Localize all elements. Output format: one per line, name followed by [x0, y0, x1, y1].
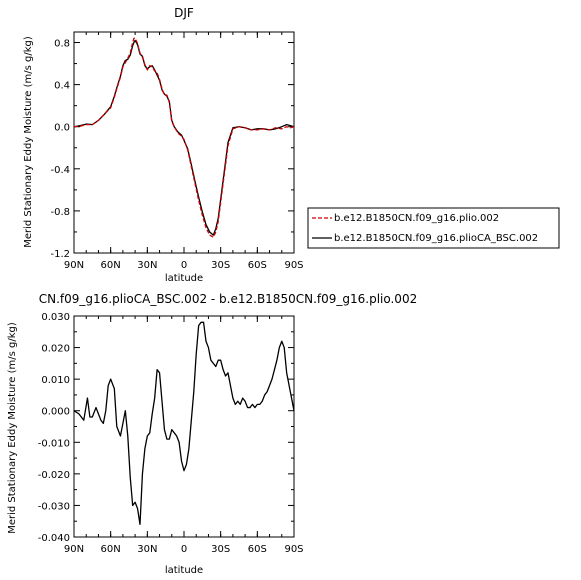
- top-chart-ticks: 90N 60N 30N 0 30S 60S 90S 0.8 0.4 0.0 -0.4 -0.8 -1.2: [50, 32, 304, 271]
- bottom-y-axis-label: Merid Stationary Eddy Moisture (m/s g/kg…: [7, 322, 18, 534]
- x-tick-label: 30N: [137, 544, 157, 555]
- top-plot-frame: [73, 31, 295, 254]
- legend: b.e12.B1850CN.f09_g16.plio.002 b.e12.B18…: [307, 207, 560, 249]
- y-tick-label: -0.040: [38, 533, 70, 544]
- bottom-x-axis-label: latitude: [165, 565, 203, 576]
- y-tick-label: -0.4: [50, 165, 70, 176]
- y-tick-label: 0.020: [41, 344, 70, 355]
- y-tick-label: -0.020: [38, 470, 70, 481]
- y-tick-label: -1.2: [50, 249, 70, 260]
- x-tick-label: 90N: [64, 260, 84, 271]
- x-tick-label: 30S: [211, 544, 230, 555]
- series-line-0-0: [73, 37, 295, 238]
- x-tick-label: 30S: [211, 260, 230, 271]
- bottom-chart-ticks: 90N 60N 30N 0 30S 60S 90S 0.030 0.020 0.010 0.000 -…: [38, 312, 304, 555]
- y-tick-label: 0.0: [54, 123, 70, 134]
- y-tick-label: 0.000: [41, 407, 70, 418]
- bottom-chart: CN.f09_g16.plioCA_BSC.002 - b.e12.B1850C…: [7, 292, 417, 576]
- x-tick-label: 90S: [284, 260, 303, 271]
- y-tick-label: -0.010: [38, 438, 70, 449]
- x-tick-label: 0: [181, 544, 187, 555]
- x-tick-label: 60N: [101, 544, 121, 555]
- x-tick-label: 60S: [248, 544, 267, 555]
- x-tick-label: 90S: [284, 544, 303, 555]
- y-tick-label: 0.8: [54, 39, 70, 50]
- series-line-1-0: [73, 321, 295, 526]
- x-tick-label: 0: [181, 260, 187, 271]
- top-chart-series: [73, 37, 295, 238]
- top-y-axis-label: Merid Stationary Eddy Moisture (m/s g/kg…: [23, 36, 34, 248]
- x-tick-label: 60N: [101, 260, 121, 271]
- series-line-0-1: [73, 39, 295, 236]
- y-tick-label: 0.010: [41, 375, 70, 386]
- y-tick-label: 0.4: [54, 81, 70, 92]
- y-tick-label: -0.030: [38, 501, 70, 512]
- y-tick-label: 0.030: [41, 312, 70, 323]
- legend-entry-plioca: b.e12.B1850CN.f09_g16.plioCA_BSC.002: [334, 233, 538, 244]
- x-tick-label: 60S: [248, 260, 267, 271]
- bottom-plot-frame: [73, 315, 295, 538]
- top-chart: DJF 90N 60N 30N 0 30S 60S 90S 0.8 0.4 0.0 -0.4 -0.8…: [23, 6, 304, 284]
- top-x-axis-label: latitude: [165, 273, 203, 284]
- x-tick-label: 30N: [137, 260, 157, 271]
- bottom-chart-series: [73, 321, 295, 526]
- legend-box: [307, 207, 560, 249]
- y-tick-label: -0.8: [50, 207, 70, 218]
- top-chart-title: DJF: [174, 6, 194, 20]
- bottom-chart-title: CN.f09_g16.plioCA_BSC.002 - b.e12.B1850C…: [39, 292, 417, 306]
- x-tick-label: 90N: [64, 544, 84, 555]
- legend-entry-plio: b.e12.B1850CN.f09_g16.plio.002: [334, 213, 499, 224]
